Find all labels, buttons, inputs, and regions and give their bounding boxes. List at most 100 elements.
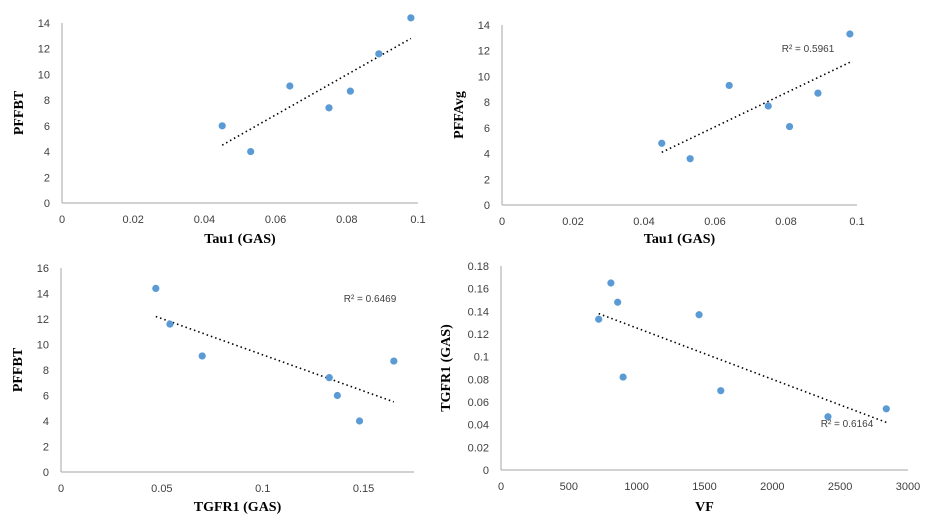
chart-3-x-tick-label: 0.15 <box>353 483 374 495</box>
chart-1-y-tick-label: 14 <box>38 18 50 30</box>
chart-3-data-point <box>166 320 174 328</box>
chart-1-data-point <box>407 14 415 22</box>
chart-3-y-tick-label: 10 <box>37 340 49 352</box>
chart-2-data-point <box>814 89 822 97</box>
chart-4-y-tick-label: 0.08 <box>468 374 489 386</box>
chart-1-data-point <box>325 104 333 112</box>
chart-1-x-tick-label: 0 <box>59 214 65 226</box>
chart-4-y-tick-label: 0.18 <box>468 261 489 273</box>
chart-4-x-tick-label: 0 <box>498 481 504 493</box>
chart-3-y-tick-label: 14 <box>37 289 49 301</box>
chart-3-x-axis-title: TGFR1 (GAS) <box>194 500 282 515</box>
chart-1-x-tick-label: 0.04 <box>194 214 215 226</box>
chart-1-y-tick-label: 10 <box>38 69 50 81</box>
chart-4-trendline <box>598 312 887 424</box>
chart-1-y-tick-label: 8 <box>44 95 50 107</box>
chart-2-data-point <box>785 122 794 131</box>
chart-3-y-tick-label: 8 <box>43 365 49 377</box>
chart-4-x-tick-label: 1500 <box>692 481 716 493</box>
chart-2-x-tick-label: 0 <box>499 216 505 228</box>
chart-2-trendline <box>661 61 851 154</box>
chart-2-data-point <box>686 155 694 163</box>
chart-4-x-tick-label: 500 <box>560 481 578 493</box>
chart-2-y-tick-label: 10 <box>478 71 490 83</box>
chart-3-y-tick-label: 16 <box>37 263 49 275</box>
chart-4-data-point <box>882 405 890 413</box>
chart-3-r-squared-label: R² = 0.6469 <box>344 294 397 305</box>
chart-4-y-tick-label: 0.14 <box>468 306 489 318</box>
chart-4-y-tick-label: 0.06 <box>468 397 489 409</box>
chart-4-y-axis-title: TGFR1 (GAS) <box>439 324 454 412</box>
chart-3-x-tick-label: 0 <box>58 483 64 495</box>
chart-2-y-tick-label: 2 <box>484 174 490 186</box>
chart-4-y-tick-label: 0.1 <box>474 352 489 364</box>
chart-1-y-tick-label: 0 <box>44 198 50 210</box>
chart-4-y-tick-label: 0.16 <box>468 284 489 296</box>
chart-4-y-tick-label: 0 <box>483 465 489 477</box>
chart-1-data-point <box>375 50 383 58</box>
chart-2-x-tick-label: 0.08 <box>775 216 796 228</box>
chart-2-x-tick-label: 0.02 <box>562 216 583 228</box>
chart-2-y-tick-label: 14 <box>478 20 490 32</box>
chart-2-x-tick-label: 0.06 <box>704 216 725 228</box>
chart-3-data-point <box>333 391 341 400</box>
chart-3-y-tick-label: 12 <box>37 314 49 326</box>
chart-1-y-tick-label: 12 <box>38 44 50 56</box>
chart-1-data-point <box>218 122 226 130</box>
chart-1-data-point <box>247 147 255 156</box>
chart-4-x-tick-label: 2500 <box>828 481 852 493</box>
chart-2-y-tick-label: 0 <box>484 200 490 212</box>
chart-4-y-tick-label: 0.04 <box>468 420 489 432</box>
chart-4-data-point <box>614 298 622 306</box>
chart-3-y-tick-label: 2 <box>43 442 49 454</box>
chart-3-y-tick-label: 6 <box>43 391 49 403</box>
chart-4-x-tick-label: 3000 <box>896 481 920 493</box>
chart-3-y-tick-label: 0 <box>43 467 49 479</box>
chart-3-y-axis-title: PFFBT <box>11 347 26 392</box>
chart-1-x-tick-label: 0.1 <box>410 214 425 226</box>
chart-2-data-point <box>764 102 772 110</box>
chart-4-data-point <box>824 413 832 421</box>
chart-1-x-tick-label: 0.02 <box>122 214 143 226</box>
chart-4-x-tick-label: 1000 <box>624 481 648 493</box>
chart-4-x-tick-label: 2000 <box>760 481 784 493</box>
chart-2-x-tick-label: 0.1 <box>849 216 864 228</box>
chart-4-x-axis-title: VF <box>695 500 714 515</box>
chart-4-r-squared-label: R² = 0.6164 <box>821 419 874 430</box>
chart-3-x-tick-label: 0.1 <box>255 483 270 495</box>
chart-1-trendline <box>221 37 412 146</box>
chart-4-data-point <box>619 373 627 381</box>
chart-3-y-tick-label: 4 <box>43 416 49 428</box>
chart-1-x-tick-label: 0.08 <box>336 214 357 226</box>
chart-2-y-tick-label: 6 <box>484 123 490 135</box>
chart-4-data-point <box>695 311 703 319</box>
chart-1-y-axis-title: PFFBT <box>12 90 27 135</box>
chart-2-y-tick-label: 8 <box>484 97 490 109</box>
chart-2-data-point <box>658 139 666 147</box>
chart-2-y-tick-label: 12 <box>478 46 490 58</box>
chart-1-y-tick-label: 2 <box>44 172 50 184</box>
chart-2-y-tick-label: 4 <box>484 149 490 161</box>
chart-2-x-axis-title: Tau1 (GAS) <box>644 232 716 247</box>
chart-2-data-point <box>846 30 854 38</box>
chart-3-data-point <box>152 284 160 292</box>
chart-2-r-squared-label: R² = 0.5961 <box>782 44 835 55</box>
chart-4-y-tick-label: 0.02 <box>468 442 489 454</box>
chart-1-y-tick-label: 4 <box>44 147 50 159</box>
chart-3-data-point <box>355 417 364 425</box>
chart-4-y-tick-label: 0.12 <box>468 329 489 341</box>
chart-3-data-point <box>325 374 333 382</box>
chart-1-data-point <box>346 87 354 95</box>
chart-1-y-tick-label: 6 <box>44 121 50 133</box>
chart-3-x-tick-label: 0.05 <box>151 483 172 495</box>
chart-1-data-point <box>286 82 294 90</box>
chart-1-x-tick-label: 0.06 <box>265 214 286 226</box>
chart-2-y-axis-title: PFFAvg <box>452 91 467 139</box>
chart-4-data-point <box>717 387 725 395</box>
chart-3-data-point <box>198 352 206 360</box>
chart-4-data-point <box>595 315 603 323</box>
chart-2-data-point <box>725 81 733 90</box>
chart-3-trendline <box>155 315 395 403</box>
chart-4-data-point <box>607 279 615 287</box>
